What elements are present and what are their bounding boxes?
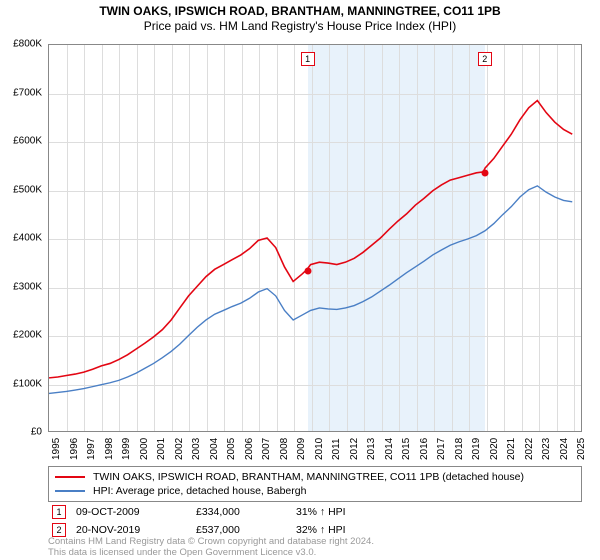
x-axis-label: 2008 [279,438,290,460]
x-axis: 1995 1996 1997 1998 1999 2000 2001 2002 2003 2004… [48,434,582,464]
series-property [49,101,572,378]
y-axis-label: £400K [13,233,42,244]
x-axis-label: 2006 [244,438,255,460]
legend-swatch [55,490,85,492]
price-chart: 12 [48,44,582,432]
x-axis-label: 1995 [51,438,62,460]
transaction-price: £537,000 [196,524,296,536]
y-axis-label: £200K [13,330,42,341]
y-axis-label: £300K [13,281,42,292]
x-axis-label: 1996 [69,438,80,460]
chart-lines [49,45,581,431]
transaction-date: 20-NOV-2019 [76,524,196,536]
x-axis-label: 2005 [226,438,237,460]
transaction-marker-badge: 1 [52,505,66,519]
transaction-marker-badge: 2 [52,523,66,537]
x-axis-label: 2025 [576,438,587,460]
y-axis-label: £800K [13,39,42,50]
transaction-row: 1 09-OCT-2009£334,00031% ↑ HPI [48,503,582,521]
x-axis-label: 2019 [471,438,482,460]
x-axis-label: 2004 [209,438,220,460]
x-axis-label: 2021 [506,438,517,460]
x-axis-label: 2012 [349,438,360,460]
y-axis-label: £600K [13,136,42,147]
x-axis-label: 2009 [296,438,307,460]
transaction-delta: 31% ↑ HPI [296,506,346,518]
x-axis-label: 1997 [86,438,97,460]
legend-label: TWIN OAKS, IPSWICH ROAD, BRANTHAM, MANNI… [93,471,524,483]
page-title-subtitle: Price paid vs. HM Land Registry's House … [0,19,600,33]
footer-attribution: Contains HM Land Registry data © Crown c… [48,536,374,558]
transaction-price: £334,000 [196,506,296,518]
chart-marker-badge: 2 [478,52,492,66]
x-axis-label: 2013 [366,438,377,460]
y-axis-label: £100K [13,378,42,389]
x-axis-label: 2003 [191,438,202,460]
x-axis-label: 2007 [261,438,272,460]
page-title-address: TWIN OAKS, IPSWICH ROAD, BRANTHAM, MANNI… [0,4,600,18]
transaction-date: 09-OCT-2009 [76,506,196,518]
x-axis-label: 2018 [454,438,465,460]
legend-item: HPI: Average price, detached house, Babe… [55,484,575,498]
x-axis-label: 1999 [121,438,132,460]
legend-swatch [55,476,85,478]
transaction-delta: 32% ↑ HPI [296,524,346,536]
y-axis-label: £700K [13,87,42,98]
chart-marker-dot [304,268,311,275]
chart-marker-badge: 1 [301,52,315,66]
x-axis-label: 2001 [156,438,167,460]
legend-label: HPI: Average price, detached house, Babe… [93,485,306,497]
x-axis-label: 2010 [314,438,325,460]
footer-line2: This data is licensed under the Open Gov… [48,547,374,558]
x-axis-label: 2023 [541,438,552,460]
x-axis-label: 2016 [419,438,430,460]
legend-item: TWIN OAKS, IPSWICH ROAD, BRANTHAM, MANNI… [55,470,575,484]
y-axis-label: £0 [31,427,42,438]
y-axis-label: £500K [13,184,42,195]
x-axis-label: 2015 [401,438,412,460]
x-axis-label: 2002 [174,438,185,460]
x-axis-label: 2020 [489,438,500,460]
x-axis-label: 2024 [559,438,570,460]
x-axis-label: 2000 [139,438,150,460]
transactions-table: 1 09-OCT-2009£334,00031% ↑ HPI 2 20-NOV-201… [48,503,582,539]
x-axis-label: 2017 [436,438,447,460]
x-axis-label: 2022 [524,438,535,460]
y-axis: £0£100K£200K£300K£400K£500K£600K£700K£80… [0,44,46,432]
series-hpi [49,186,572,394]
x-axis-label: 2011 [331,438,342,460]
legend: TWIN OAKS, IPSWICH ROAD, BRANTHAM, MANNI… [48,466,582,502]
x-axis-label: 2014 [384,438,395,460]
footer-line1: Contains HM Land Registry data © Crown c… [48,536,374,547]
chart-marker-dot [481,169,488,176]
x-axis-label: 1998 [104,438,115,460]
